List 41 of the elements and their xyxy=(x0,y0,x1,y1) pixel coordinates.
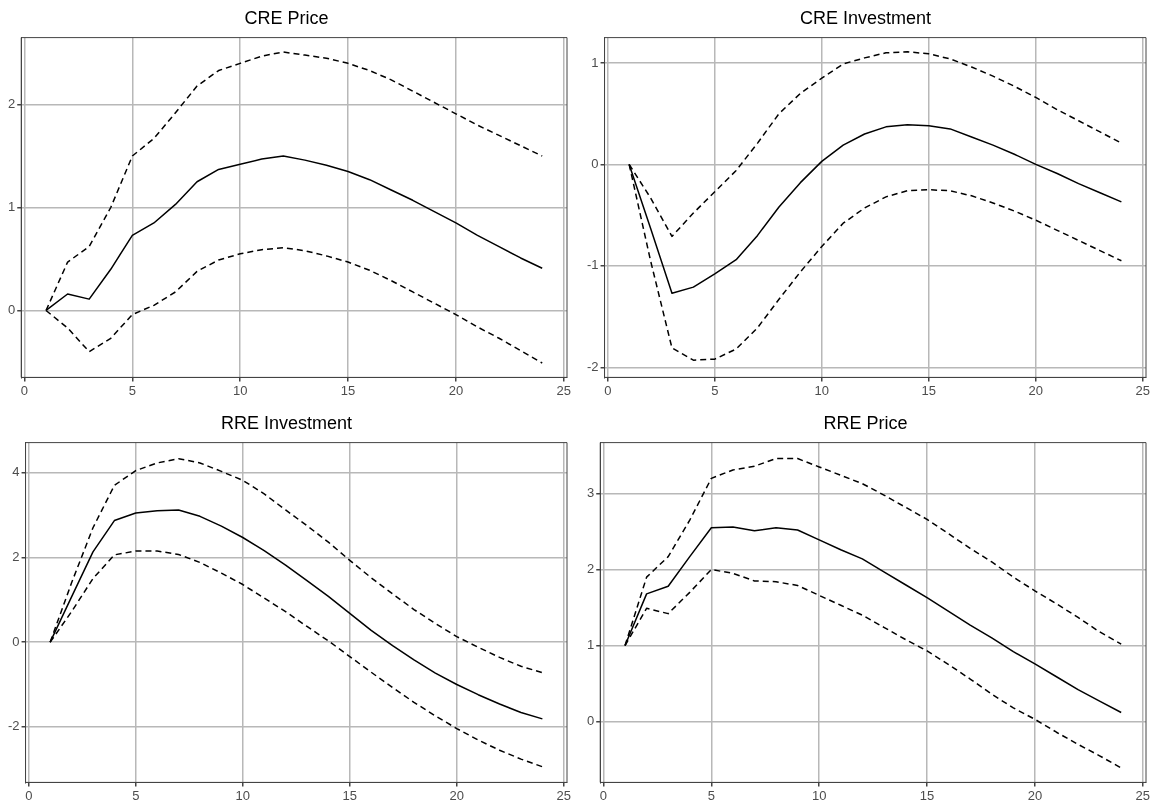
x-tick-label: 25 xyxy=(1135,382,1151,398)
y-tick-label: 1 xyxy=(587,637,595,653)
x-tick-label: 0 xyxy=(25,787,33,803)
x-tick-label: 15 xyxy=(342,787,358,803)
x-tick-label: 10 xyxy=(235,787,251,803)
y-tick-label: 0 xyxy=(8,302,16,318)
chart-title: RRE Price xyxy=(823,412,908,433)
y-tick-label: 2 xyxy=(12,549,20,564)
x-tick-label: 20 xyxy=(449,787,465,803)
chart-title: CRE Price xyxy=(244,7,329,28)
x-tick-label: 20 xyxy=(448,382,464,398)
y-tick-label: 0 xyxy=(587,713,595,729)
y-tick-label: 3 xyxy=(587,485,595,501)
y-tick-label: 2 xyxy=(587,561,595,577)
x-tick-label: 5 xyxy=(707,787,715,803)
x-tick-label: 0 xyxy=(604,382,612,398)
x-tick-label: 5 xyxy=(711,382,719,398)
chart-title: RRE Investment xyxy=(220,412,353,433)
chart-title: CRE Investment xyxy=(799,7,932,28)
y-tick-label: -1 xyxy=(587,257,599,273)
x-tick-label: 10 xyxy=(811,787,827,803)
x-tick-label: 25 xyxy=(556,787,572,803)
y-tick-label: 0 xyxy=(12,633,20,649)
x-tick-label: 10 xyxy=(814,382,830,398)
x-tick-label: 5 xyxy=(128,382,136,398)
y-tick-label: 0 xyxy=(591,155,599,171)
y-tick-label: -2 xyxy=(8,718,20,734)
y-tick-label: -2 xyxy=(587,358,599,374)
x-tick-label: 15 xyxy=(921,382,937,398)
y-tick-label: 1 xyxy=(591,54,599,70)
y-tick-label: 1 xyxy=(8,199,16,215)
x-tick-label: 25 xyxy=(556,382,571,398)
x-tick-label: 25 xyxy=(1135,787,1150,803)
y-tick-label: 2 xyxy=(8,96,16,112)
x-tick-label: 20 xyxy=(1027,787,1043,803)
x-tick-label: 20 xyxy=(1028,382,1044,398)
y-tick-label: 4 xyxy=(12,464,20,480)
x-tick-label: 15 xyxy=(919,787,935,803)
x-tick-label: 5 xyxy=(132,787,140,803)
x-tick-label: 15 xyxy=(340,382,356,398)
x-tick-label: 10 xyxy=(232,382,248,398)
